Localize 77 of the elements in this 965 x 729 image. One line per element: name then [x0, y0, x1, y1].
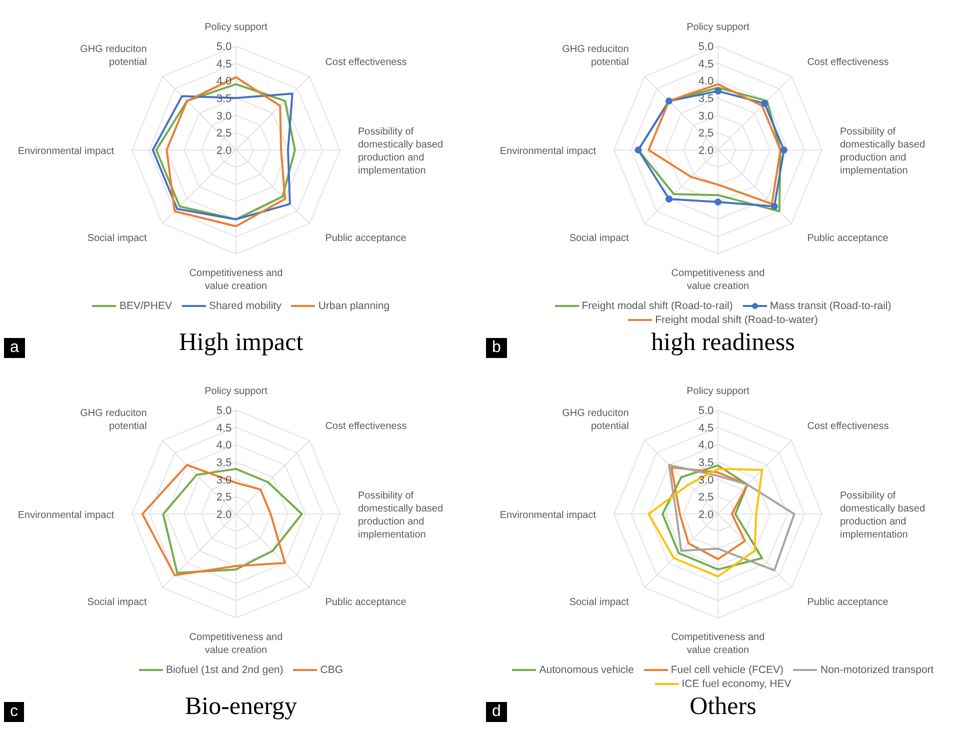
spoke-label: Policy support: [686, 386, 750, 397]
text: c: [4, 702, 24, 722]
legend-label: Mass transit (Road-to-rail): [768, 300, 892, 312]
spoke-label: Environmental impact: [500, 510, 596, 521]
legend-label: BEV/PHEV: [118, 300, 172, 312]
spoke-label: Public acceptance: [325, 233, 407, 244]
y-tick-label: 3.5: [216, 457, 232, 469]
spoke-label: Social impact: [87, 597, 148, 608]
text: Bio-energy: [184, 693, 297, 720]
spoke-label: Environmental impact: [18, 146, 114, 157]
legend-label: ICE fuel economy, HEV: [680, 678, 792, 690]
y-tick-label: 2.5: [216, 128, 232, 140]
legend-label: Freight modal shift (Road-to-rail): [580, 300, 733, 312]
spoke-label: Policy support: [204, 386, 268, 397]
text: a: [4, 338, 25, 358]
legend-label: Biofuel (1st and 2nd gen): [164, 664, 284, 676]
spoke-label: GHG reduciton potential: [80, 44, 147, 68]
spoke-label: Possibility of domestically based production and implementation: [358, 490, 444, 540]
legend-label: CBG: [319, 664, 344, 676]
spoke-label: GHG reduciton potential: [562, 44, 629, 68]
y-tick-label: 5.0: [698, 41, 714, 53]
y-tick-label: 3.5: [698, 457, 714, 469]
legend-label: Freight modal shift (Road-to-water): [654, 314, 818, 326]
y-tick-label: 4.0: [698, 440, 714, 452]
legend-label: Non-motorized transport: [819, 664, 934, 676]
y-tick-label: 2.0: [216, 145, 232, 157]
y-tick-label: 5.0: [698, 405, 714, 417]
spoke-label: Policy support: [686, 22, 750, 33]
spoke-label: Environmental impact: [500, 146, 596, 157]
spoke-label: Possibility of domestically based production and implementation: [840, 126, 926, 176]
legend-label: Urban planning: [317, 300, 390, 312]
text: d: [486, 702, 507, 722]
y-tick-label: 2.0: [216, 509, 232, 521]
spoke-label: Cost effectiveness: [807, 420, 889, 432]
spoke-label: Cost effectiveness: [807, 56, 889, 68]
y-tick-label: 4.0: [216, 440, 232, 452]
spoke-label: Public acceptance: [807, 597, 889, 608]
spoke-label: Social impact: [87, 233, 148, 244]
spoke-label: Environmental impact: [18, 510, 114, 521]
spoke-label: Cost effectiveness: [325, 420, 407, 432]
spoke-label: Policy support: [204, 22, 268, 33]
spoke-label: Public acceptance: [325, 597, 407, 608]
spoke-label: GHG reduciton potential: [562, 408, 629, 432]
y-tick-label: 5.0: [216, 405, 232, 417]
spoke-label: Competitiveness and value creation: [671, 632, 765, 656]
y-tick-label: 5.0: [216, 41, 232, 53]
legend-label: Shared mobility: [208, 300, 282, 312]
spoke-label: Cost effectiveness: [325, 56, 407, 68]
y-tick-label: 4.5: [216, 422, 232, 434]
spoke-label: Social impact: [569, 597, 630, 608]
y-tick-label: 2.0: [698, 145, 714, 157]
spoke-label: Possibility of domestically based production and implementation: [840, 490, 926, 540]
y-tick-label: 2.5: [698, 128, 714, 140]
spoke-label: Possibility of domestically based production and implementation: [358, 126, 444, 176]
y-tick-label: 3.5: [698, 93, 714, 105]
y-tick-label: 4.0: [698, 76, 714, 88]
legend-label: Autonomous vehicle: [538, 664, 634, 676]
y-tick-label: 3.0: [698, 110, 714, 122]
spoke-label: GHG reduciton potential: [80, 408, 147, 432]
y-tick-label: 4.5: [216, 58, 232, 70]
y-tick-label: 2.5: [216, 492, 232, 504]
y-tick-label: 3.0: [698, 474, 714, 486]
text: high readiness: [651, 329, 795, 356]
legend-label: Fuel cell vehicle (FCEV): [670, 664, 784, 676]
spoke-label: Competitiveness and value creation: [189, 268, 283, 292]
y-tick-label: 3.0: [216, 110, 232, 122]
y-tick-label: 2.5: [698, 492, 714, 504]
y-tick-label: 4.5: [698, 58, 714, 70]
spoke-label: Public acceptance: [807, 233, 889, 244]
y-tick-label: 4.5: [698, 422, 714, 434]
spoke-label: Competitiveness and value creation: [189, 632, 283, 656]
y-tick-label: 2.0: [698, 509, 714, 521]
text: b: [486, 338, 507, 358]
spoke-label: Social impact: [569, 233, 630, 244]
spoke-label: Competitiveness and value creation: [671, 268, 765, 292]
text: High impact: [178, 329, 304, 356]
text: Others: [690, 693, 756, 720]
